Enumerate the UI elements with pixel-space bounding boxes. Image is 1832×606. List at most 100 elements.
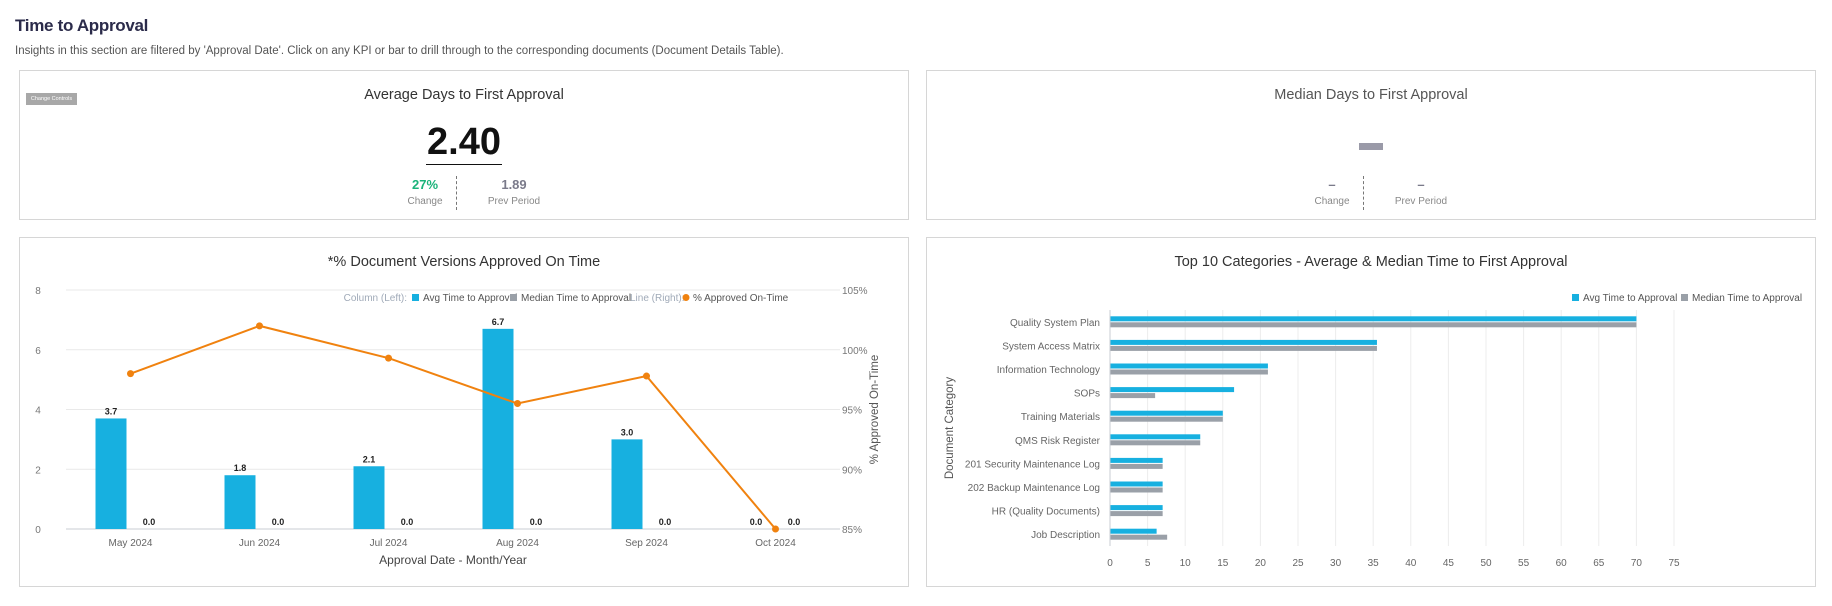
kpi-value-text[interactable]: 2.40	[426, 121, 502, 165]
bar-avg[interactable]	[1110, 339, 1377, 345]
kpi-value[interactable]: 2.40	[20, 121, 908, 165]
line-point[interactable]	[127, 370, 134, 378]
y-tick-label: Job Description	[1031, 530, 1100, 541]
bar-median[interactable]	[1110, 393, 1156, 399]
line-point[interactable]	[643, 372, 650, 380]
kpi-empty-value[interactable]	[1359, 143, 1383, 150]
y-tick-label: 4	[35, 406, 41, 417]
legend-column-label: Column (Left):	[344, 293, 407, 304]
horizontal-bar-chart: Avg Time to Approval Median Time to Appro…	[944, 293, 1802, 569]
y-tick-label: Training Materials	[1021, 412, 1100, 423]
kpi-title: Median Days to First Approval	[1274, 87, 1468, 103]
legend-label-avg[interactable]: Avg Time to Approval	[1583, 293, 1677, 304]
bar-data-label-median: 0.0	[659, 517, 672, 527]
x-tick-label: 65	[1593, 558, 1605, 569]
y-tick-label: QMS Risk Register	[1015, 436, 1101, 447]
bar-median[interactable]	[1110, 534, 1168, 540]
section-title: Time to Approval	[15, 16, 149, 35]
bar-median[interactable]	[1110, 487, 1163, 493]
kpi-change: – Change	[1272, 177, 1392, 207]
line-point[interactable]	[514, 400, 521, 408]
bar-avg[interactable]	[95, 418, 127, 529]
y-tick-label: Quality System Plan	[1010, 318, 1100, 329]
line-point[interactable]	[256, 322, 263, 330]
combo-chart: Column (Left): Avg Time to Approval Median…	[35, 286, 881, 567]
bar-avg[interactable]	[224, 475, 256, 529]
y-tick-label: 8	[35, 286, 41, 297]
legend-label-median[interactable]: Median Time to Approval	[521, 293, 631, 304]
bar-avg[interactable]	[1110, 481, 1163, 487]
change-controls-button[interactable]: Change Controls	[26, 93, 77, 105]
x-tick-label: 60	[1556, 558, 1568, 569]
bar-avg[interactable]	[1110, 528, 1157, 534]
x-tick-label: 50	[1480, 558, 1492, 569]
bar-median[interactable]	[1110, 322, 1637, 328]
chart-card-approved-on-time: *% Document Versions Approved On Time Co…	[19, 237, 909, 587]
bar-data-label-avg: 2.1	[363, 454, 376, 464]
bar-avg[interactable]	[1110, 505, 1163, 511]
bar-data-label-median: 0.0	[788, 517, 801, 527]
kpi-card-average-days[interactable]: Change Controls Average Days to First Ap…	[19, 70, 909, 220]
legend-label-line[interactable]: % Approved On-Time	[693, 293, 789, 304]
legend-swatch-median	[1681, 294, 1688, 301]
chart-title: Top 10 Categories - Average & Median Tim…	[1174, 254, 1568, 270]
y-tick-label: 0	[35, 525, 41, 536]
kpi-prev-period: – Prev Period	[1361, 177, 1481, 207]
kpi-prev-label: Prev Period	[1394, 196, 1448, 207]
legend-label-avg[interactable]: Avg Time to Approval	[423, 293, 517, 304]
line-point[interactable]	[385, 354, 392, 362]
kpi-prev-period: 1.89 Prev Period	[454, 177, 574, 207]
bar-avg[interactable]	[1110, 316, 1637, 322]
bar-median[interactable]	[1110, 369, 1268, 375]
bar-median[interactable]	[1110, 416, 1223, 422]
x-tick-label: Sep 2024	[625, 538, 668, 549]
x-tick-label: Jul 2024	[370, 538, 408, 549]
bar-median[interactable]	[1110, 440, 1201, 446]
bar-avg[interactable]	[1110, 387, 1235, 393]
kpi-prev-value: 1.89	[501, 177, 527, 192]
line-point[interactable]	[772, 525, 779, 533]
bar-avg[interactable]	[353, 466, 385, 529]
bar-data-label-avg: 0.0	[750, 517, 763, 527]
y2-axis-title: % Approved On-Time	[869, 355, 881, 465]
kpi-change-value: –	[1328, 177, 1336, 192]
kpi-change-label: Change	[1314, 196, 1350, 207]
x-tick-label: 5	[1145, 558, 1151, 569]
bar-data-label-median: 0.0	[143, 517, 156, 527]
bar-avg[interactable]	[482, 328, 514, 529]
bar-avg[interactable]	[1110, 457, 1163, 463]
legend-swatch-avg	[412, 294, 419, 301]
x-tick-label: 20	[1255, 558, 1267, 569]
x-axis-title: Approval Date - Month/Year	[379, 553, 527, 567]
legend-line-label: Line (Right):	[630, 293, 684, 304]
y-tick-label: 6	[35, 346, 41, 357]
bar-avg[interactable]	[1110, 410, 1223, 416]
bar-median[interactable]	[1110, 463, 1163, 469]
kpi-divider	[1363, 176, 1364, 210]
chart-card-top-categories: Top 10 Categories - Average & Median Tim…	[926, 237, 1816, 587]
x-tick-label: 35	[1368, 558, 1380, 569]
bar-median[interactable]	[1110, 511, 1163, 517]
bar-data-label-median: 0.0	[530, 517, 543, 527]
kpi-change: 27% Change	[365, 177, 485, 207]
y2-tick-label: 85%	[842, 525, 862, 536]
y2-tick-label: 100%	[842, 346, 868, 357]
section-description: Insights in this section are filtered by…	[15, 45, 784, 57]
x-tick-label: 15	[1217, 558, 1229, 569]
y-tick-label: System Access Matrix	[1002, 341, 1100, 352]
bar-data-label-avg: 6.7	[492, 317, 505, 327]
y-tick-label: SOPs	[1074, 389, 1100, 400]
bar-data-label-median: 0.0	[272, 517, 285, 527]
bar-median[interactable]	[1110, 345, 1377, 351]
kpi-card-median-days[interactable]: Median Days to First Approval – Change –…	[926, 70, 1816, 220]
bar-avg[interactable]	[611, 439, 643, 529]
x-tick-label: 45	[1443, 558, 1455, 569]
kpi-divider	[456, 176, 457, 210]
line-approved-on-time	[130, 324, 777, 530]
bar-data-label-avg: 3.0	[621, 427, 634, 437]
legend-swatch-median	[510, 294, 517, 301]
bar-avg[interactable]	[1110, 434, 1201, 440]
legend-label-median[interactable]: Median Time to Approval	[1692, 293, 1802, 304]
bar-avg[interactable]	[1110, 363, 1268, 369]
y-axis-title: Document Category	[944, 377, 956, 480]
